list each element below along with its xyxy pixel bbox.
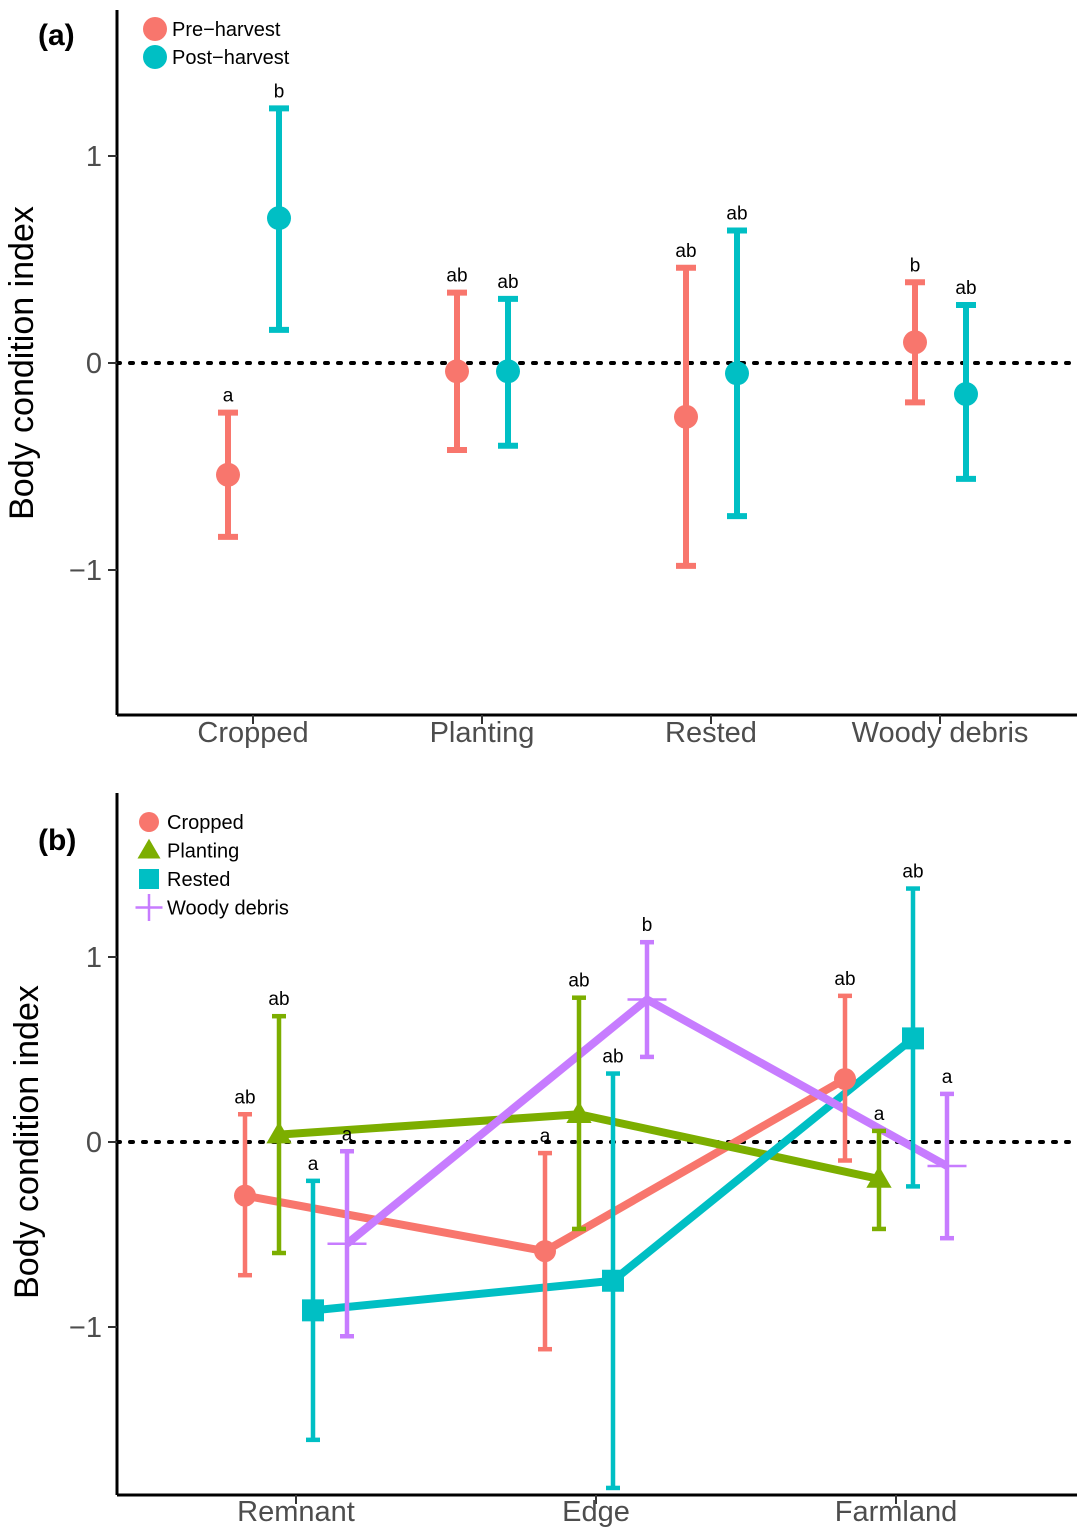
legend-label: Cropped	[167, 812, 244, 834]
x-tick-label: Remnant	[237, 1496, 355, 1528]
legend-entry: Woody debris	[135, 894, 289, 921]
significance-label: ab	[675, 241, 696, 262]
legend-label: Woody debris	[167, 898, 289, 920]
marker-circle	[234, 1184, 256, 1207]
legend-label: Planting	[167, 841, 239, 863]
significance-label: ab	[268, 989, 289, 1010]
x-tick-label: Planting	[430, 717, 535, 749]
data-point-group	[627, 939, 667, 1060]
significance-label: a	[540, 1126, 551, 1147]
significance-label: a	[874, 1104, 885, 1125]
marker-triangle	[137, 838, 161, 859]
data-point-group: ab	[674, 241, 698, 569]
y-tick-label: −1	[69, 1312, 102, 1344]
significance-label: a	[223, 386, 234, 407]
marker-circle	[534, 1240, 556, 1263]
significance-label: a	[308, 1154, 319, 1175]
data-point	[954, 382, 978, 407]
significance-label: ab	[726, 204, 747, 225]
y-tick-label: 0	[86, 1127, 102, 1159]
data-point-group	[266, 1013, 292, 1256]
data-point-group	[302, 1178, 324, 1443]
significance-label: ab	[955, 278, 976, 299]
marker-circle	[834, 1068, 856, 1091]
marker-square	[139, 869, 159, 889]
data-point	[725, 361, 749, 386]
significance-label: ab	[568, 971, 589, 992]
significance-label: a	[342, 1124, 353, 1145]
x-tick-label: Farmland	[835, 1496, 958, 1528]
data-point-group: b	[903, 255, 927, 406]
marker-square	[602, 1269, 624, 1292]
data-point-group: ab	[496, 272, 520, 449]
data-point-group: b	[267, 81, 291, 333]
x-tick-label: Rested	[665, 717, 757, 749]
significance-label: ab	[834, 969, 855, 990]
data-point	[267, 206, 291, 231]
data-point	[216, 462, 240, 487]
marker-triangle	[566, 1101, 592, 1124]
legend-entry: Planting	[137, 838, 239, 863]
y-tick-label: 0	[86, 348, 102, 380]
y-axis-label: Body condition index	[3, 206, 41, 520]
significance-label: ab	[446, 266, 467, 287]
data-point-group	[866, 1128, 892, 1232]
legend-entry: Cropped	[139, 812, 244, 834]
data-point-group: ab	[954, 278, 978, 482]
panel-label: (b)	[38, 824, 76, 857]
panel-b: (b) Body condition index −1 0 1 Remnant Edg…	[8, 793, 1079, 1528]
x-tick-label: Cropped	[197, 717, 308, 749]
legend-label: Pre−harvest	[172, 19, 281, 41]
marker-triangle	[866, 1166, 892, 1188]
data-point	[674, 404, 698, 429]
marker-circle	[139, 812, 159, 832]
significance-label: ab	[902, 862, 923, 883]
marker-square	[302, 1299, 324, 1322]
x-tick-label: Woody debris	[852, 717, 1029, 749]
data-point-group: ab	[725, 204, 749, 520]
data-point-group	[566, 995, 592, 1232]
legend-label: Post−harvest	[172, 47, 290, 69]
significance-label: a	[942, 1067, 953, 1088]
y-tick-label: −1	[69, 555, 102, 587]
significance-label: ab	[497, 272, 518, 293]
significance-label: b	[274, 81, 285, 102]
panel-a: (a) Body condition index −1 0 1 Cropped Pla…	[3, 10, 1079, 749]
legend-marker	[143, 45, 167, 69]
legend-label: Rested	[167, 869, 230, 891]
legend-marker	[143, 17, 167, 41]
significance-label: b	[642, 915, 653, 936]
legend: Pre−harvest Post−harvest	[143, 17, 290, 69]
data-point-group: a	[216, 386, 240, 540]
data-point	[903, 330, 927, 355]
data-point-group	[834, 993, 856, 1163]
data-point	[445, 359, 469, 384]
legend: Cropped Planting Rested Woody debris	[135, 812, 289, 921]
data-point	[496, 359, 520, 384]
panel-label: (a)	[38, 19, 75, 52]
significance-label: ab	[602, 1047, 623, 1068]
x-tick-label: Edge	[562, 1496, 630, 1528]
marker-triangle	[266, 1121, 292, 1144]
data-point-group: ab	[445, 266, 469, 453]
significance-label: ab	[234, 1087, 255, 1108]
y-axis-label: Body condition index	[8, 985, 46, 1299]
data-point-group	[327, 1149, 367, 1339]
y-tick-label: 1	[86, 942, 102, 974]
y-tick-label: 1	[86, 141, 102, 173]
significance-label: b	[910, 255, 921, 276]
data-point-group	[602, 1071, 624, 1491]
data-point-group	[927, 1091, 967, 1241]
marker-square	[902, 1027, 924, 1050]
legend-entry: Rested	[139, 869, 230, 891]
data-point-group	[534, 1150, 556, 1352]
data-point-group	[902, 886, 924, 1189]
data-point-group	[234, 1112, 256, 1278]
